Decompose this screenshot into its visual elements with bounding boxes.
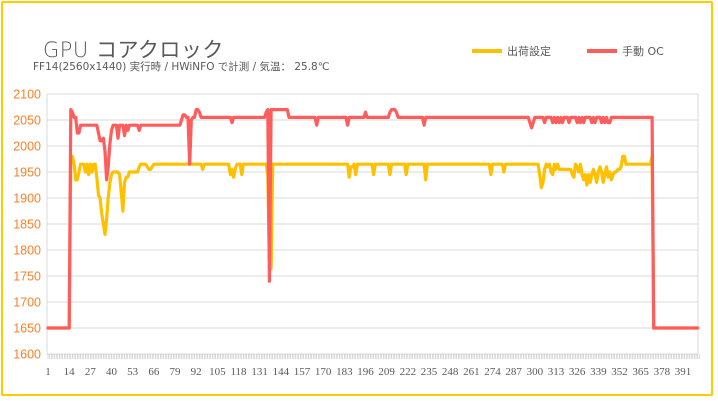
series-line-default <box>46 154 700 330</box>
x-tick-label: 79 <box>170 366 182 378</box>
x-tick-label: 287 <box>505 366 522 378</box>
x-tick-label: 118 <box>230 366 247 378</box>
x-tick-label: 144 <box>273 366 290 378</box>
legend-label-default: 出荷設定 <box>507 45 551 58</box>
y-tick-label: 2050 <box>13 114 41 128</box>
x-tick-label: 196 <box>357 366 374 378</box>
series-lines <box>46 107 700 330</box>
x-tick-label: 40 <box>106 366 118 378</box>
x-axis: 1 14 27 40 53 66 79 92 105 118 131 144 157 170 183 196 2… <box>45 354 700 378</box>
x-tick-label: 326 <box>569 366 586 378</box>
y-tick-label: 1800 <box>13 244 41 258</box>
x-tick-label: 235 <box>421 366 438 378</box>
x-tick-label: 105 <box>209 366 226 378</box>
x-tick-label: 170 <box>315 366 332 378</box>
x-tick-label: 209 <box>378 366 395 378</box>
y-tick-label: 2000 <box>13 140 41 154</box>
x-tick-label: 248 <box>442 366 459 378</box>
x-tick-label: 1 <box>45 366 51 378</box>
x-tick-label: 222 <box>400 366 417 378</box>
x-tick-label: 378 <box>654 366 671 378</box>
x-tick-label: 53 <box>127 366 139 378</box>
y-tick-label: 1900 <box>13 192 41 206</box>
legend-label-manual-oc: 手動 OC <box>622 45 664 58</box>
chart-title: GPU コアクロック <box>43 38 224 62</box>
y-tick-label: 1850 <box>13 218 41 232</box>
x-tick-label: 391 <box>675 366 692 378</box>
y-tick-label: 2100 <box>13 88 41 102</box>
gridlines <box>46 93 699 355</box>
y-tick-label: 1950 <box>13 166 41 180</box>
y-tick-label: 1600 <box>13 348 41 362</box>
x-tick-label: 365 <box>632 366 649 378</box>
y-tick-label: 1650 <box>13 322 41 336</box>
y-axis: 1600 1650 1700 1750 1800 1850 1900 1950 2000 2050… <box>13 88 41 362</box>
legend-swatch-default <box>472 49 502 53</box>
x-tick-label: 92 <box>191 366 202 378</box>
x-tick-label: 14 <box>64 366 76 378</box>
x-tick-label: 131 <box>251 366 268 378</box>
series-line-manual-oc <box>46 107 700 330</box>
x-tick-label: 313 <box>548 366 565 378</box>
legend-item-default: 出荷設定 <box>472 43 551 59</box>
x-tick-label: 27 <box>85 366 97 378</box>
x-tick-label: 183 <box>336 366 353 378</box>
chart-subtitle: FF14(2560x1440) 実行時 / HWiNFO で計測 / 気温： 2… <box>33 61 330 73</box>
legend-item-manual-oc: 手動 OC <box>587 43 664 59</box>
x-tick-label: 300 <box>527 366 544 378</box>
x-tick-label: 66 <box>148 366 160 378</box>
x-tick-label: 274 <box>484 366 501 378</box>
x-tick-label: 261 <box>463 366 480 378</box>
x-tick-label: 339 <box>590 366 607 378</box>
x-tick-label: 352 <box>611 366 628 378</box>
y-tick-label: 1750 <box>13 270 41 284</box>
y-tick-label: 1700 <box>13 296 41 310</box>
x-tick-label: 157 <box>294 366 311 378</box>
legend-swatch-manual-oc <box>587 49 617 53</box>
